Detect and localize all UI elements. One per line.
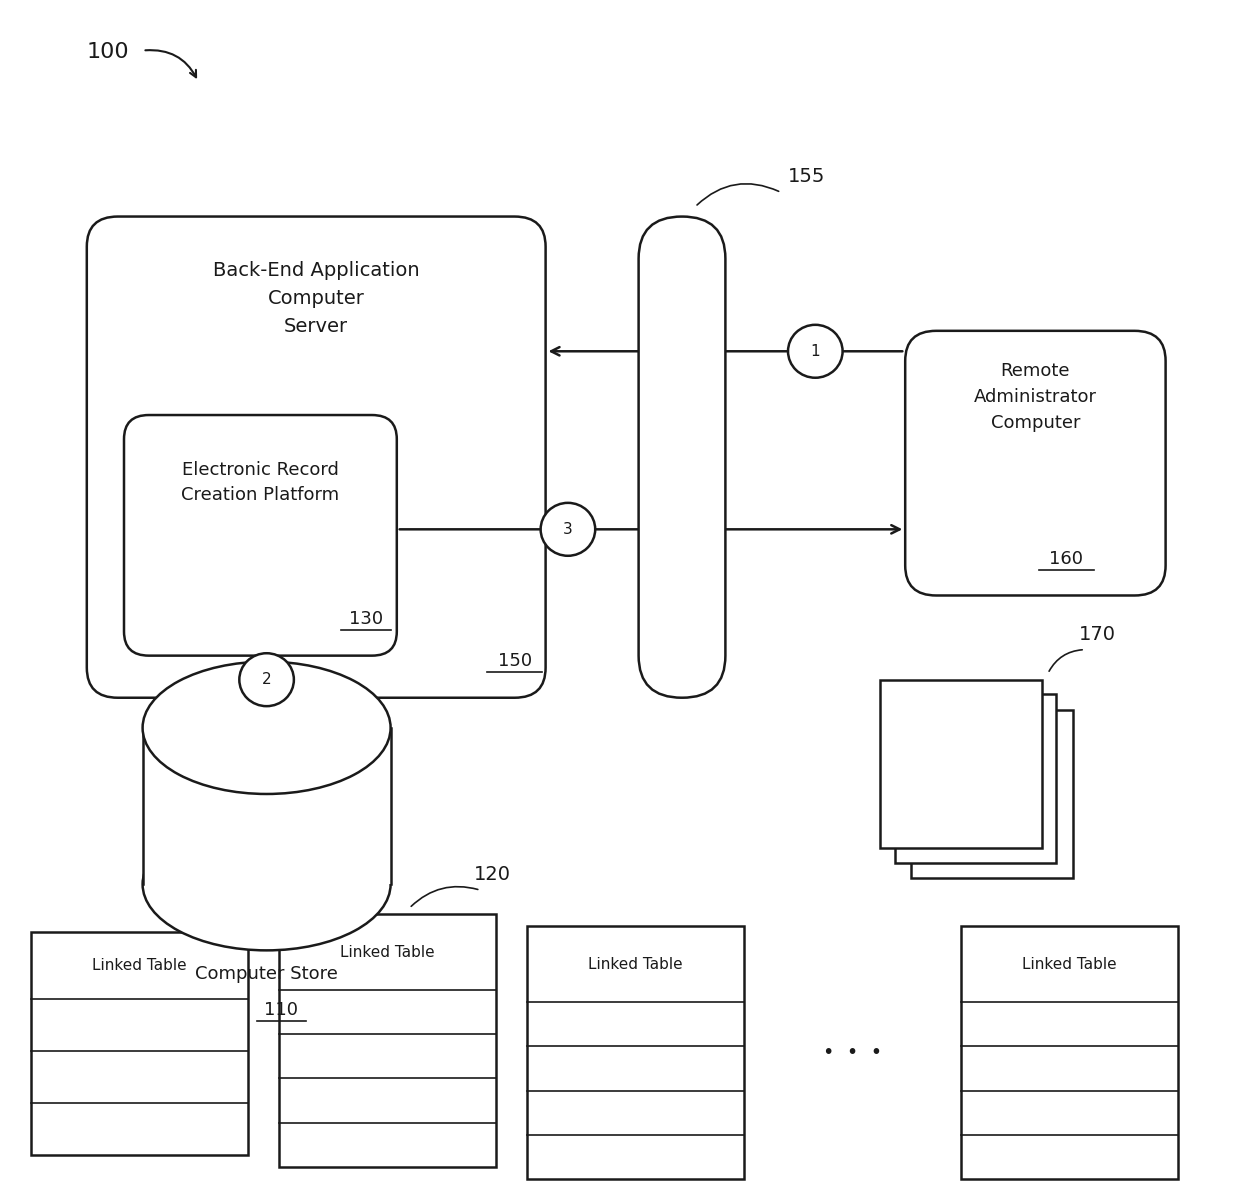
Text: Remote
Administrator
Computer: Remote Administrator Computer xyxy=(973,362,1097,432)
FancyArrowPatch shape xyxy=(145,51,196,77)
Bar xyxy=(527,926,744,1179)
Ellipse shape xyxy=(143,662,391,794)
Text: Linked Table: Linked Table xyxy=(92,959,187,973)
Text: Back-End Application
Computer
Server: Back-End Application Computer Server xyxy=(213,261,419,336)
Circle shape xyxy=(239,653,294,706)
FancyBboxPatch shape xyxy=(905,331,1166,595)
FancyBboxPatch shape xyxy=(124,415,397,656)
Bar xyxy=(880,680,1042,848)
Text: Linked Table: Linked Table xyxy=(1022,956,1117,972)
Text: Computer Store: Computer Store xyxy=(195,965,339,983)
Text: 155: 155 xyxy=(787,167,825,186)
Text: 150: 150 xyxy=(497,652,532,670)
Bar xyxy=(911,710,1073,878)
Text: 100: 100 xyxy=(87,42,129,63)
Text: •  •  •: • • • xyxy=(823,1043,882,1062)
Text: 130: 130 xyxy=(348,610,383,628)
Text: Linked Table: Linked Table xyxy=(340,944,435,960)
FancyBboxPatch shape xyxy=(639,217,725,698)
FancyArrowPatch shape xyxy=(412,887,477,906)
Text: 110: 110 xyxy=(264,1001,299,1019)
Text: 170: 170 xyxy=(1079,624,1116,644)
Circle shape xyxy=(789,325,843,378)
Bar xyxy=(279,914,496,1167)
FancyArrowPatch shape xyxy=(697,184,779,205)
Text: 160: 160 xyxy=(1049,550,1084,568)
Text: Linked Table: Linked Table xyxy=(588,956,683,972)
Text: 1: 1 xyxy=(811,344,820,358)
Text: Electronic Record
Creation Platform: Electronic Record Creation Platform xyxy=(181,461,340,504)
Text: 2: 2 xyxy=(262,672,272,687)
Bar xyxy=(961,926,1178,1179)
Text: 3: 3 xyxy=(563,522,573,537)
Text: 120: 120 xyxy=(474,865,511,884)
Ellipse shape xyxy=(143,818,391,950)
Bar xyxy=(895,694,1056,863)
Circle shape xyxy=(541,503,595,556)
FancyArrowPatch shape xyxy=(1049,650,1083,671)
FancyBboxPatch shape xyxy=(87,217,546,698)
Bar xyxy=(31,932,248,1155)
Bar xyxy=(143,728,391,884)
